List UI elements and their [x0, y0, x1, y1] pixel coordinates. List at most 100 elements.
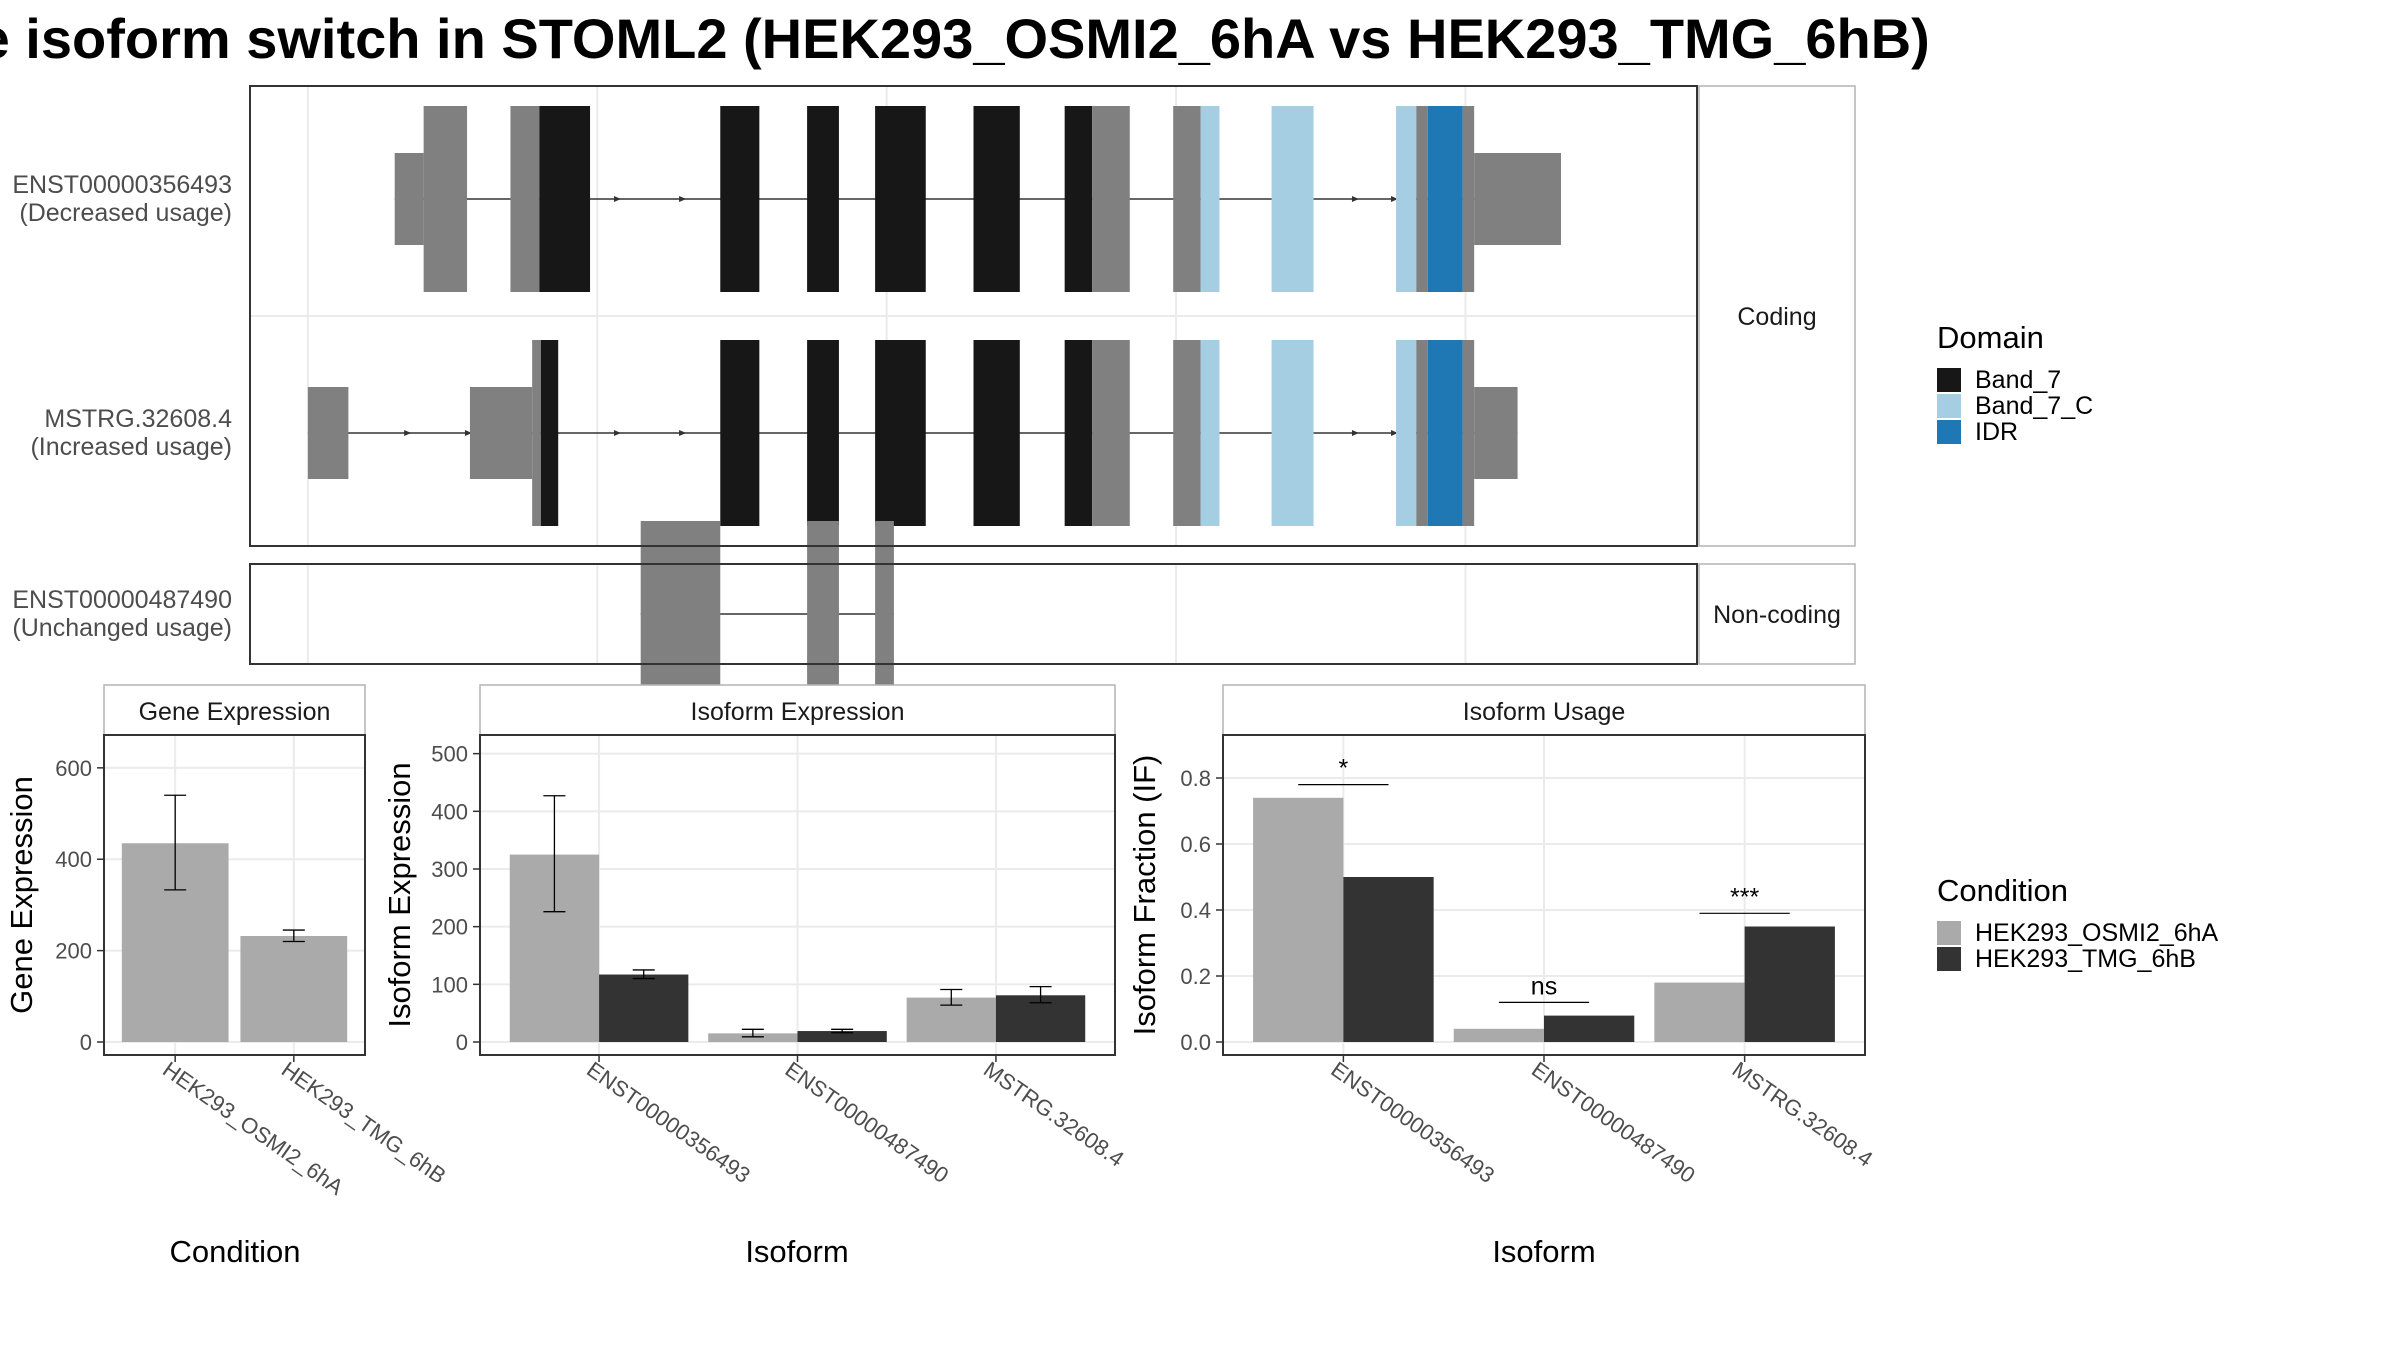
y-tick-label: 0.8 — [1180, 766, 1211, 791]
facet-strip — [1698, 563, 1856, 665]
domain-exon-band7c — [1396, 106, 1417, 292]
strand-arrow — [464, 430, 472, 436]
y-axis-title: Isoform Fraction (IF) — [1127, 755, 1162, 1036]
strand-arrow — [404, 430, 412, 436]
domain-exon-band7 — [720, 340, 760, 526]
domain-exon-band7 — [875, 106, 926, 292]
transcript-name: ENST00000356493 — [12, 171, 232, 199]
condition-legend-key — [1937, 947, 1961, 971]
exon — [1462, 106, 1475, 292]
condition-legend-title: Condition — [1937, 873, 2068, 908]
transcript-usage-label: (Decreased usage) — [19, 199, 232, 227]
transcript-name: MSTRG.32608.4 — [44, 405, 232, 433]
domain-exon-band7 — [807, 340, 839, 526]
chart-title-strip — [479, 684, 1116, 736]
bar — [1654, 982, 1745, 1042]
strand-arrow — [679, 196, 687, 202]
y-tick-label: 300 — [431, 857, 468, 882]
domain-exon-band7c — [1200, 106, 1220, 292]
chart-title: Isoform Expression — [691, 698, 905, 726]
y-tick-label: 0 — [80, 1030, 92, 1055]
domain-legend-key — [1937, 394, 1961, 418]
transcript-usage-label: (Unchanged usage) — [12, 614, 232, 642]
domain-exon-band7c — [1200, 340, 1220, 526]
exon — [1416, 340, 1428, 526]
strand-arrow — [1351, 196, 1359, 202]
figure-title: The isoform switch in STOML2 (HEK293_OSM… — [0, 7, 1930, 70]
strand-arrow — [1391, 430, 1399, 436]
condition-legend-key — [1937, 921, 1961, 945]
bar — [1453, 1028, 1544, 1042]
chart-panel-3: Isoform Usage 0.0 0.2 0.4 0.6 0.8 * ns *** ENST00… — [1127, 684, 1878, 1269]
exon — [532, 340, 541, 526]
transcript-name: ENST00000487490 — [12, 586, 232, 614]
facet-label-coding: Coding — [1737, 303, 1816, 331]
exon — [807, 521, 839, 707]
utr-exon — [394, 153, 424, 245]
x-axis-title: Isoform — [1492, 1234, 1595, 1269]
domain-exon-band7 — [973, 106, 1020, 292]
facet-strip — [1698, 85, 1856, 547]
y-tick-label: 500 — [431, 742, 468, 767]
domain-legend-label: Band_7_C — [1975, 392, 2093, 420]
domain-exon-band7 — [539, 106, 591, 292]
utr-exon — [469, 387, 533, 479]
domain-exon-band7 — [1064, 106, 1093, 292]
bar — [797, 1031, 887, 1042]
chart-title-strip — [103, 684, 366, 736]
y-tick-label: 200 — [431, 915, 468, 940]
domain-exon-band7 — [720, 106, 760, 292]
exon — [510, 106, 540, 292]
y-tick-label: 400 — [431, 799, 468, 824]
chart-panel-2: Isoform Expression 0 100 200 300 400 500 ENST00… — [382, 684, 1129, 1269]
strand-arrow — [1351, 430, 1359, 436]
panel-border — [249, 563, 1698, 665]
strand-arrow — [1391, 196, 1399, 202]
exon — [1462, 340, 1475, 526]
transcript-usage-label: (Increased usage) — [30, 433, 232, 461]
exon — [423, 106, 468, 292]
y-tick-label: 400 — [55, 847, 92, 872]
domain-exon-band7 — [973, 340, 1020, 526]
condition-legend-label: HEK293_OSMI2_6hA — [1975, 919, 2219, 947]
domain-exon-band7 — [1064, 340, 1093, 526]
noncoding-panel-background — [250, 564, 1697, 664]
y-axis-title: Gene Expression — [4, 776, 39, 1014]
significance-label: ns — [1531, 972, 1557, 1000]
exon — [1173, 106, 1201, 292]
exon — [1173, 340, 1201, 526]
x-tick-label: MSTRG.32608.4 — [1728, 1057, 1878, 1172]
exon — [640, 521, 721, 707]
utr-exon — [307, 387, 349, 479]
significance-label: * — [1339, 755, 1349, 783]
condition-legend-label: HEK293_TMG_6hB — [1975, 945, 2196, 973]
bar — [1253, 797, 1344, 1042]
y-tick-label: 0.6 — [1180, 832, 1211, 857]
domain-legend-label: IDR — [1975, 418, 2018, 446]
chart-panel-border — [103, 734, 366, 1056]
chart-title: Isoform Usage — [1463, 698, 1626, 726]
x-tick-label: ENST00000487490 — [781, 1057, 954, 1188]
utr-exon — [1474, 153, 1561, 245]
chart-title: Gene Expression — [139, 698, 331, 726]
y-tick-label: 200 — [55, 939, 92, 964]
bar-chart-panels: Gene Expression0200400600HEK293_OSMI2_6h… — [4, 684, 1878, 1269]
y-tick-label: 0.2 — [1180, 964, 1211, 989]
y-tick-label: 600 — [55, 756, 92, 781]
transcript-structure-plot: ENST00000356493(Decreased usage) MSTRG.32… — [12, 85, 1856, 707]
exon — [1416, 106, 1428, 292]
y-axis-title: Isoform Expression — [382, 762, 417, 1027]
y-tick-label: 100 — [431, 972, 468, 997]
significance-label: *** — [1730, 883, 1759, 911]
strand-arrow — [613, 196, 621, 202]
x-axis-title: Isoform — [745, 1234, 848, 1269]
y-tick-label: 0.4 — [1180, 898, 1211, 923]
domain-exon-band7 — [540, 340, 559, 526]
x-tick-label: ENST00000356493 — [1327, 1057, 1500, 1188]
domain-legend-title: Domain — [1937, 320, 2044, 355]
strand-arrow — [613, 430, 621, 436]
bar — [599, 974, 689, 1042]
strand-arrow — [679, 430, 687, 436]
